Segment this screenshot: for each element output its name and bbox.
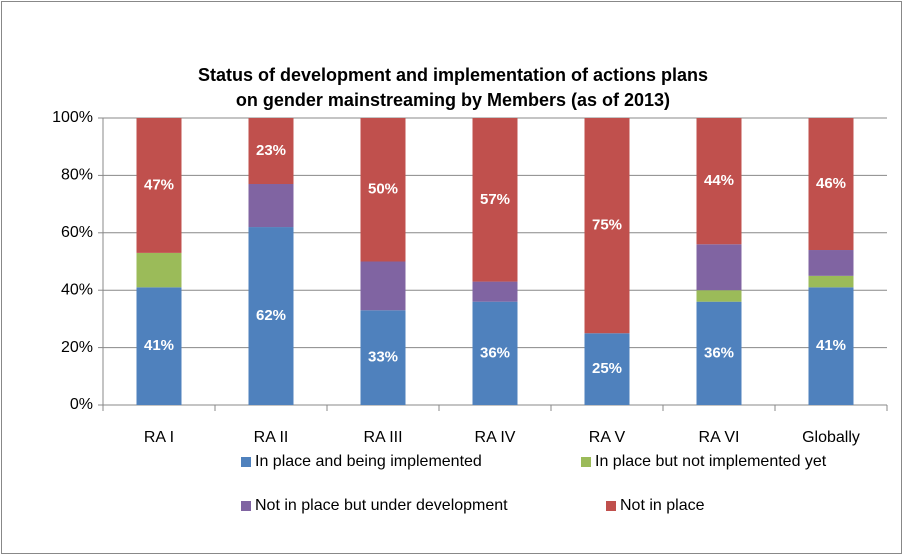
bar-segment <box>136 252 182 288</box>
x-tick-label: RA III <box>363 429 402 446</box>
x-tick-label: RA V <box>589 429 626 446</box>
x-tick-label: RA II <box>254 429 289 446</box>
x-tick-label: RA VI <box>699 429 740 446</box>
bar-segment <box>808 275 854 288</box>
data-label: 36% <box>480 344 510 361</box>
data-label: 41% <box>816 337 846 354</box>
data-label: 62% <box>256 307 286 324</box>
bar-segment <box>360 310 406 405</box>
y-tick-label: 60% <box>61 224 93 241</box>
x-tick-label: RA IV <box>475 429 516 446</box>
bar-segment <box>696 244 742 291</box>
legend-label: In place but not implemented yet <box>595 453 827 470</box>
data-label: 41% <box>144 337 174 354</box>
legend-label: Not in place but under development <box>255 497 508 514</box>
y-tick-label: 100% <box>52 109 93 126</box>
legend-swatch <box>241 457 251 467</box>
data-label: 75% <box>592 217 622 234</box>
legend-swatch <box>606 501 616 511</box>
bar-segment <box>248 118 294 185</box>
x-tick-label: Globally <box>802 429 860 446</box>
data-label: 25% <box>592 360 622 377</box>
bar-segment <box>472 301 518 405</box>
data-label: 57% <box>480 191 510 208</box>
bar-segment <box>360 118 406 262</box>
data-label: 23% <box>256 142 286 159</box>
bar-segment <box>136 287 182 405</box>
bar-segment <box>696 118 742 245</box>
bar-segment <box>472 118 518 282</box>
bar-segment <box>696 290 742 302</box>
bar-segment <box>808 250 854 276</box>
y-tick-label: 40% <box>61 281 93 298</box>
y-tick-label: 80% <box>61 167 93 184</box>
data-label: 50% <box>368 181 398 198</box>
data-label: 44% <box>704 172 734 189</box>
x-tick-label: RA I <box>144 429 174 446</box>
y-tick-label: 0% <box>70 396 93 413</box>
bar-segment <box>136 118 182 253</box>
bar-segment <box>584 333 630 405</box>
data-label: 33% <box>368 349 398 366</box>
legend-swatch <box>241 501 251 511</box>
legend-label: Not in place <box>620 497 705 514</box>
data-label: 36% <box>704 344 734 361</box>
y-tick-label: 20% <box>61 339 93 356</box>
data-label: 46% <box>816 175 846 192</box>
bar-segment <box>248 227 294 405</box>
chart-title-line: Status of development and implementation… <box>198 65 708 85</box>
legend-label: In place and being implemented <box>255 453 482 470</box>
data-label: 47% <box>144 176 174 193</box>
bar-segment <box>808 118 854 251</box>
bar-segment <box>584 118 630 334</box>
legend-swatch <box>581 457 591 467</box>
bar-segment <box>360 261 406 311</box>
bar-segment <box>248 184 294 228</box>
bar-segment <box>472 281 518 302</box>
bar-segment <box>808 287 854 405</box>
bar-segment <box>696 301 742 405</box>
chart-title-line: on gender mainstreaming by Members (as o… <box>236 90 670 110</box>
